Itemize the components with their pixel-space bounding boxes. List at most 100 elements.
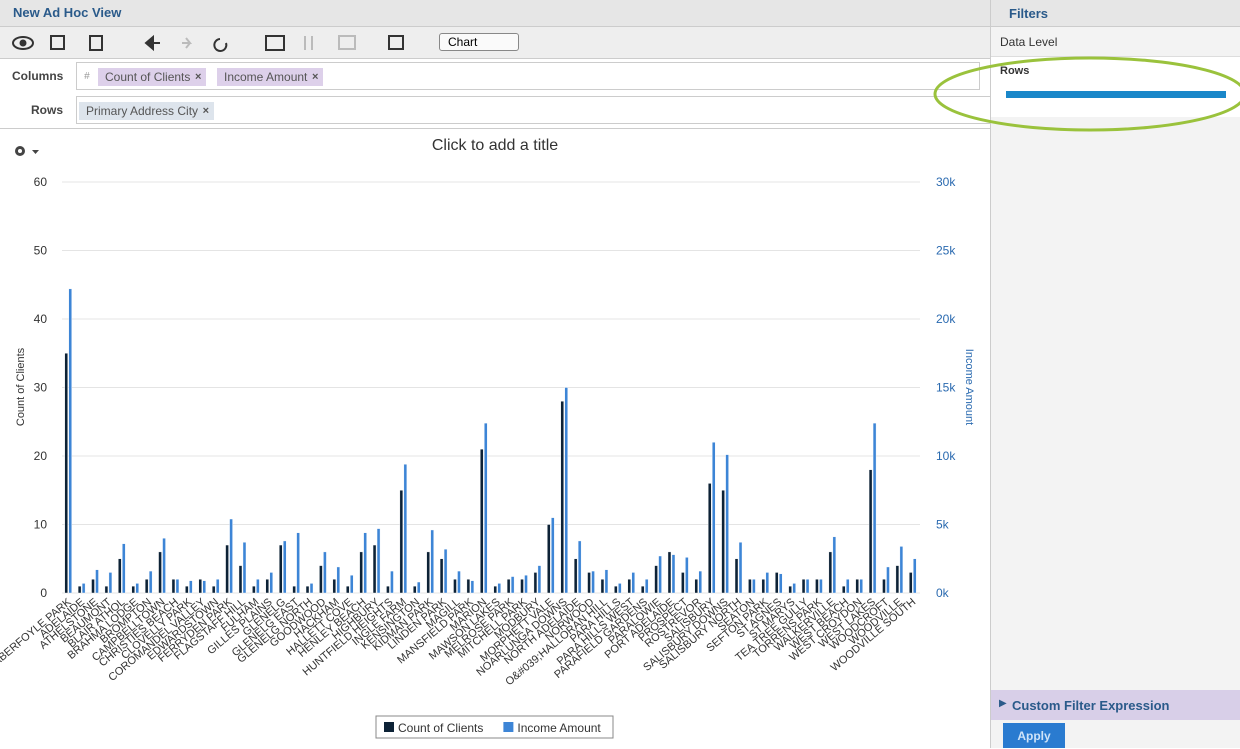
- bar: [573, 558, 578, 594]
- column-chip[interactable]: Count of Clients: [98, 68, 207, 86]
- bar: [252, 585, 256, 594]
- measure-icon: #: [84, 71, 90, 82]
- bar: [708, 483, 712, 594]
- bar: [399, 490, 404, 594]
- bar: [537, 565, 542, 594]
- bar: [443, 548, 448, 594]
- bar: [694, 579, 698, 594]
- bar: [77, 585, 82, 594]
- bar: [654, 565, 658, 594]
- bar: [148, 570, 153, 594]
- custom-filter-title: Custom Filter Expression: [1012, 698, 1170, 713]
- bar: [640, 585, 645, 594]
- bar: [533, 572, 538, 594]
- rows-drop[interactable]: Primary Address City: [76, 96, 992, 124]
- bar: [453, 579, 457, 594]
- bar: [171, 579, 176, 594]
- chart: Click to add a title Count of Clients In…: [0, 137, 975, 739]
- chart-title[interactable]: Click to add a title: [432, 137, 558, 154]
- bar: [417, 581, 421, 594]
- legend-label: Income Amount: [517, 721, 601, 735]
- bar: [305, 585, 310, 594]
- bar: [68, 288, 72, 594]
- apply-button[interactable]: Apply: [1003, 723, 1065, 748]
- bar: [644, 579, 649, 594]
- bar: [198, 579, 202, 594]
- y-tick-label: 0: [40, 586, 47, 600]
- y2-tick-label: 10k: [936, 449, 956, 463]
- bar: [614, 585, 618, 594]
- bar: [765, 572, 770, 594]
- bar: [296, 532, 300, 594]
- column-chip[interactable]: Income Amount: [217, 68, 324, 86]
- bar: [131, 585, 135, 594]
- header: New Ad Hoc View: [0, 0, 990, 27]
- filters-header: Filters: [991, 0, 1240, 27]
- bar: [189, 580, 193, 594]
- bar: [828, 551, 833, 594]
- data-level[interactable]: Data Level: [1000, 35, 1058, 49]
- bar: [712, 442, 716, 594]
- bar: [832, 536, 837, 594]
- columns-drop[interactable]: # Count of Clients Income Amount: [76, 62, 980, 90]
- toolbar-icons[interactable]: [0, 27, 420, 58]
- bar: [815, 579, 819, 594]
- bar: [480, 448, 484, 594]
- bar: [372, 544, 377, 594]
- rows-filter: [991, 56, 1240, 117]
- legend-box: [375, 715, 614, 739]
- bar: [805, 579, 810, 594]
- bar: [801, 579, 806, 594]
- chart-options[interactable]: [10, 142, 42, 162]
- range-slider[interactable]: [1006, 91, 1226, 98]
- bar: [104, 585, 109, 594]
- bar: [788, 585, 792, 594]
- bar: [283, 540, 287, 594]
- bar: [882, 579, 886, 594]
- bar: [332, 579, 337, 594]
- bar: [775, 572, 779, 594]
- bar: [913, 558, 917, 594]
- bar: [292, 585, 296, 594]
- bar: [309, 583, 314, 594]
- bar: [895, 565, 900, 594]
- bar: [403, 464, 408, 594]
- custom-filter-bar[interactable]: ▶ Custom Filter Expression: [991, 690, 1240, 720]
- rows-filter-label: Rows: [1000, 65, 1030, 77]
- y2-tick-label: 30k: [936, 175, 956, 189]
- bar: [359, 551, 363, 594]
- bar: [466, 579, 471, 594]
- bar: [158, 551, 162, 594]
- bar: [323, 551, 327, 594]
- bar: [215, 579, 220, 594]
- y-tick-label: 30: [34, 381, 48, 395]
- bar: [698, 570, 702, 594]
- y2-axis-label: Income Amount: [963, 349, 975, 425]
- y2-tick-label: 15k: [936, 381, 956, 395]
- bar: [506, 579, 511, 594]
- bar: [470, 580, 475, 594]
- bar: [886, 566, 890, 594]
- legend-label: Count of Clients: [398, 721, 483, 735]
- bar: [577, 540, 582, 594]
- bar: [279, 544, 283, 594]
- bar: [269, 572, 273, 594]
- highlight-ellipse: [933, 56, 1240, 132]
- bar: [497, 583, 501, 594]
- bar: [336, 566, 341, 594]
- bar: [175, 579, 180, 594]
- bar: [95, 569, 99, 594]
- y-tick-label: 20: [34, 449, 48, 463]
- bar: [685, 557, 689, 594]
- y-tick-label: 60: [34, 175, 48, 189]
- bar: [859, 579, 863, 594]
- bar: [376, 528, 381, 594]
- bar: [600, 579, 605, 594]
- view-type-select[interactable]: Chart: [439, 33, 519, 51]
- view-title: New Ad Hoc View: [13, 5, 122, 20]
- y-tick-label: 50: [34, 244, 48, 258]
- y-axis-label: Count of Clients: [15, 347, 27, 426]
- row-chip[interactable]: Primary Address City: [79, 102, 215, 120]
- bar: [225, 544, 229, 594]
- bar: [547, 524, 551, 594]
